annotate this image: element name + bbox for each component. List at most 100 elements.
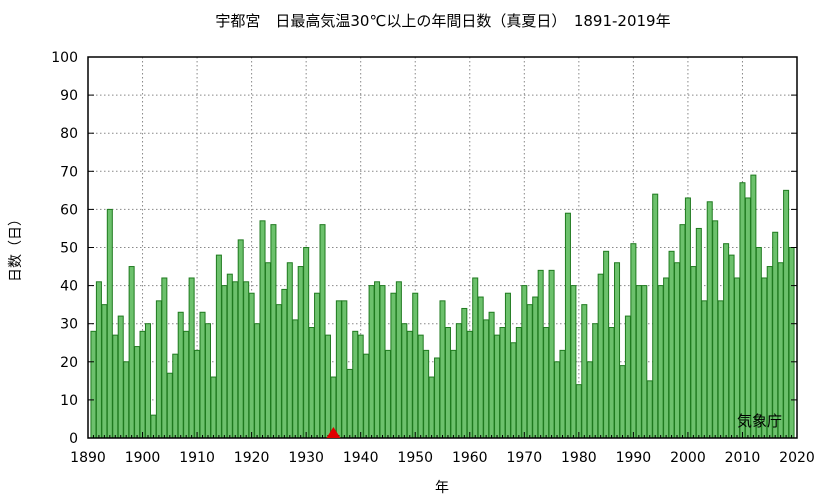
y-tick-label: 100 — [51, 50, 78, 66]
bar-1933 — [319, 224, 326, 439]
bar-1997 — [668, 250, 675, 439]
bar-1906 — [172, 353, 179, 439]
bar-2004 — [706, 201, 713, 439]
bar-1990 — [630, 243, 637, 439]
bar-1951 — [417, 334, 424, 439]
bar-1971 — [526, 304, 533, 439]
bar-1957 — [450, 349, 457, 439]
bar-1938 — [346, 368, 353, 439]
bar-1969 — [515, 327, 522, 439]
bar-1926 — [281, 288, 288, 439]
bar-1930 — [303, 247, 310, 439]
bar-1988 — [619, 365, 626, 439]
bar-1947 — [395, 281, 402, 439]
bar-1942 — [368, 285, 375, 439]
bar-1965 — [494, 334, 501, 439]
bar-1901 — [144, 323, 152, 439]
bar-1976 — [554, 361, 561, 439]
bar-1949 — [406, 330, 413, 439]
bar-1964 — [488, 311, 495, 439]
bar-1904 — [161, 277, 168, 439]
y-tick-label: 50 — [60, 241, 78, 257]
bar-1909 — [188, 277, 195, 439]
bar-2012 — [750, 174, 757, 439]
bar-1917 — [232, 281, 239, 439]
bar-1960 — [466, 330, 473, 439]
bar-1911 — [199, 311, 206, 439]
x-tick-label: 1980 — [561, 450, 597, 466]
bar-1915 — [221, 285, 228, 439]
bar-1941 — [363, 353, 370, 439]
y-axis-label: 日数（日） — [8, 212, 24, 282]
bar-1959 — [461, 307, 468, 439]
bar-1910 — [194, 349, 201, 439]
y-axis-ticks: 0 10 20 30 40 50 60 70 80 90 100 — [51, 50, 797, 447]
bar-1995 — [657, 285, 664, 439]
bar-2013 — [755, 247, 762, 439]
x-tick-label: 1890 — [70, 450, 106, 466]
red-triangle-marker — [326, 427, 341, 438]
bar-2008 — [728, 254, 735, 439]
bar-2006 — [717, 300, 724, 439]
y-tick-label: 60 — [60, 202, 78, 218]
bar-1968 — [510, 342, 517, 439]
bar-1919 — [243, 281, 250, 439]
bar-1936 — [335, 300, 342, 439]
x-tick-label: 2000 — [670, 450, 706, 466]
bar-1963 — [483, 319, 490, 439]
bar-1945 — [384, 349, 391, 439]
bar-1931 — [308, 327, 315, 439]
bar-1967 — [504, 292, 511, 439]
bar-1961 — [472, 277, 479, 439]
bar-series — [90, 174, 795, 439]
bar-2000 — [684, 197, 691, 439]
bar-1970 — [521, 285, 528, 439]
x-tick-label: 1920 — [234, 450, 270, 466]
y-tick-label: 10 — [60, 393, 78, 409]
bar-1977 — [559, 349, 566, 439]
bar-1897 — [123, 361, 130, 439]
bar-1891 — [90, 330, 97, 439]
bar-1973 — [537, 269, 544, 439]
bar-1913 — [210, 376, 217, 439]
bar-1978 — [564, 212, 571, 439]
bar-1958 — [455, 323, 462, 439]
bar-1998 — [674, 262, 681, 439]
bar-1895 — [112, 334, 119, 439]
bar-2011 — [744, 197, 751, 439]
bar-1903 — [155, 300, 162, 439]
bar-1952 — [423, 349, 430, 439]
marker-layer — [326, 427, 341, 438]
bar-1989 — [624, 315, 631, 439]
y-tick-label: 70 — [60, 164, 78, 180]
bar-1984 — [597, 273, 604, 439]
x-tick-label: 1950 — [397, 450, 433, 466]
bar-1966 — [499, 327, 506, 439]
bar-1992 — [641, 285, 648, 439]
bar-1927 — [286, 262, 293, 439]
bar-1996 — [663, 277, 670, 439]
y-tick-label: 0 — [69, 431, 78, 447]
y-tick-label: 80 — [60, 126, 78, 142]
chart-title: 宇都宮 日最高気温30℃以上の年間日数（真夏日） 1891-2019年 — [215, 12, 670, 30]
bar-1925 — [275, 304, 282, 439]
bar-1922 — [259, 220, 266, 439]
bar-1972 — [532, 296, 539, 439]
source-credit: 気象庁 — [737, 412, 782, 430]
bar-1916 — [226, 273, 233, 439]
bar-1954 — [434, 357, 441, 439]
bar-1955 — [439, 300, 446, 439]
bar-1914 — [215, 254, 222, 439]
bar-1953 — [428, 376, 435, 439]
bar-1899 — [134, 346, 141, 439]
bar-1932 — [314, 292, 321, 439]
bar-1962 — [477, 296, 484, 439]
x-tick-label: 1970 — [506, 450, 542, 466]
bar-2018 — [783, 189, 790, 439]
bar-1908 — [183, 330, 190, 439]
x-tick-label: 1990 — [616, 450, 652, 466]
bar-1956 — [444, 327, 451, 439]
bar-2019 — [788, 247, 795, 439]
x-tick-label: 2010 — [725, 450, 761, 466]
bar-2001 — [690, 266, 697, 439]
